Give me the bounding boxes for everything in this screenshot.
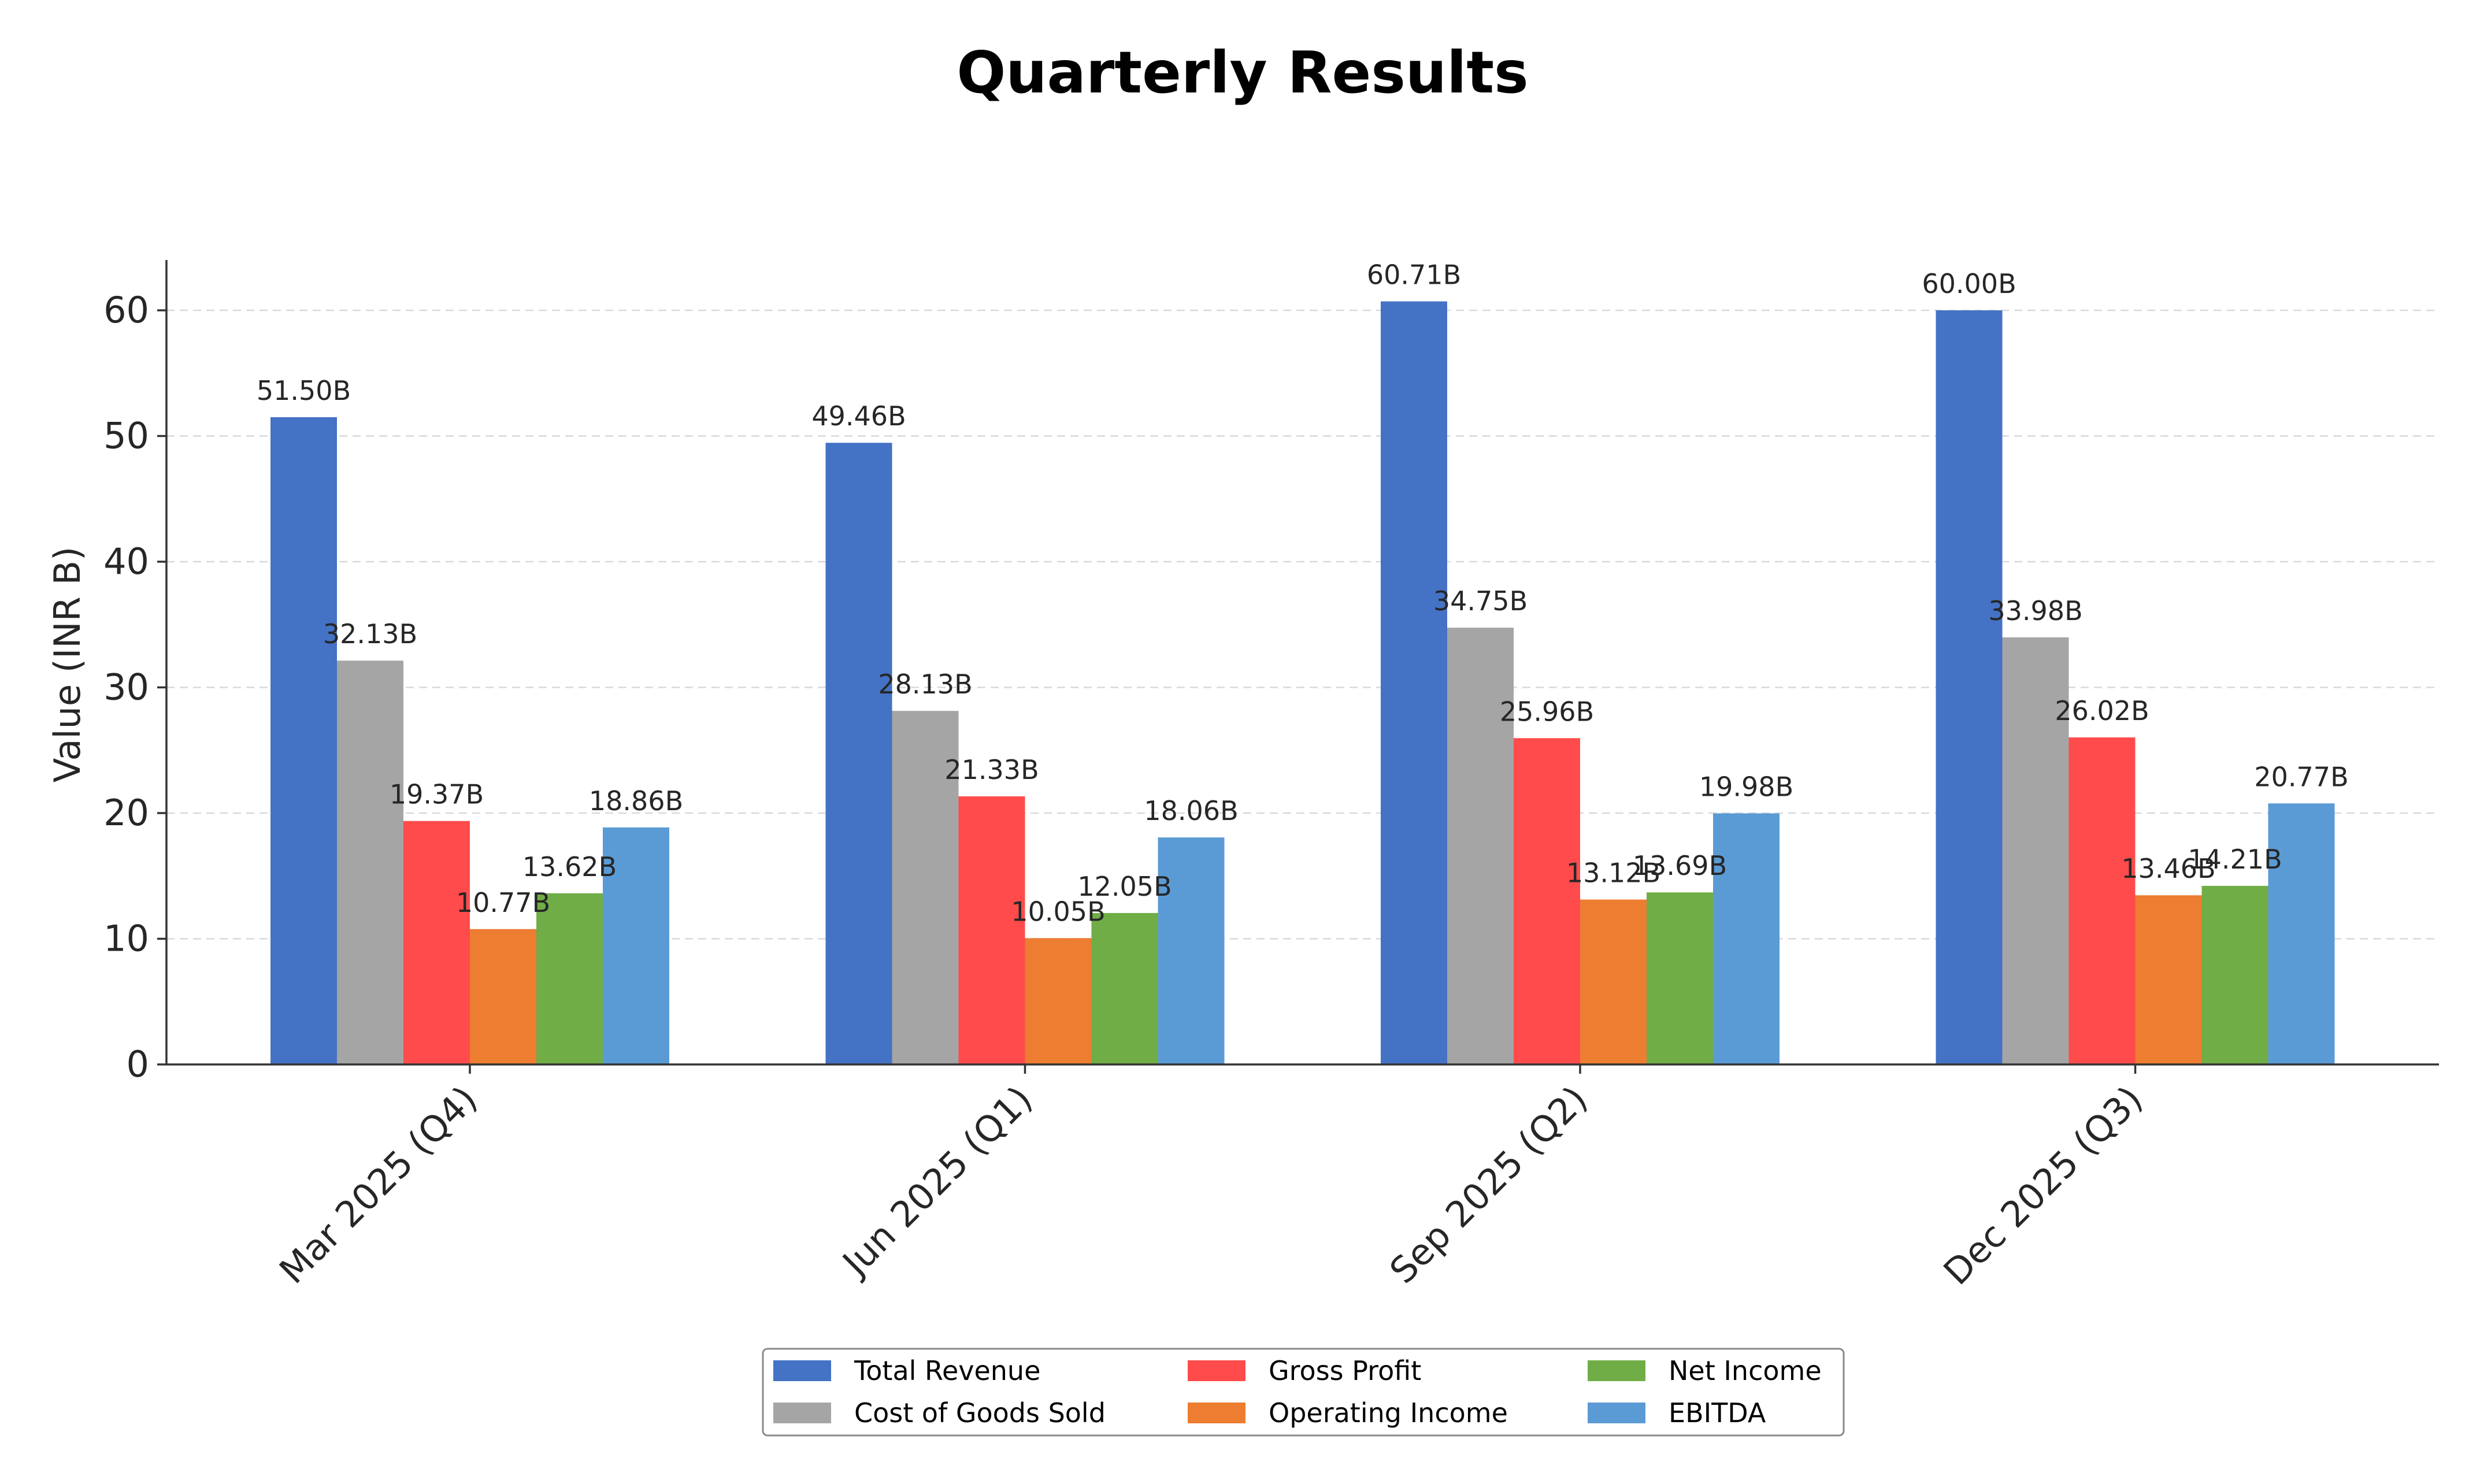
legend-swatch bbox=[1188, 1360, 1245, 1381]
bar-operating-income bbox=[1580, 899, 1647, 1064]
legend-swatch bbox=[1588, 1360, 1645, 1381]
bar-value-label: 49.46B bbox=[811, 400, 906, 432]
legend-label: Operating Income bbox=[1269, 1397, 1508, 1429]
bar-value-label: 12.05B bbox=[1077, 871, 1172, 902]
bar-cost-of-goods-sold bbox=[2002, 637, 2069, 1064]
bar-ebitda bbox=[1713, 813, 1780, 1064]
bar-value-label: 13.12B bbox=[1566, 858, 1660, 889]
bar-net-income bbox=[1091, 912, 1158, 1064]
legend-swatch bbox=[1588, 1403, 1645, 1423]
bar-gross-profit bbox=[958, 796, 1025, 1064]
bar-value-label: 14.21B bbox=[2188, 844, 2282, 875]
legend-label: Total Revenue bbox=[854, 1355, 1040, 1386]
bar-value-label: 21.33B bbox=[944, 754, 1039, 785]
bar-value-label: 13.62B bbox=[522, 851, 617, 882]
bar-gross-profit bbox=[403, 821, 470, 1064]
y-tick-label: 10 bbox=[103, 918, 149, 960]
bar-value-label: 18.06B bbox=[1144, 795, 1238, 826]
bar-cost-of-goods-sold bbox=[892, 711, 959, 1064]
bar-value-label: 51.50B bbox=[257, 375, 351, 406]
bar-total-revenue bbox=[1936, 310, 2003, 1064]
bar-labels: 51.50B 32.13B 19.37B 10.77B 13.62B 18.86B 49.4… bbox=[257, 259, 2349, 928]
bar-operating-income bbox=[470, 929, 536, 1064]
y-axis-label: Value (INR B) bbox=[46, 547, 88, 782]
bar-value-label: 28.13B bbox=[878, 669, 972, 700]
bar-value-label: 13.69B bbox=[1633, 850, 1727, 881]
y-tick-label: 30 bbox=[103, 666, 149, 708]
y-tick-label: 40 bbox=[103, 540, 149, 583]
y-tick-label: 60 bbox=[103, 289, 149, 331]
bar-total-revenue bbox=[270, 417, 337, 1064]
legend-label: Cost of Goods Sold bbox=[854, 1397, 1106, 1429]
bar-value-label: 13.46B bbox=[2121, 853, 2215, 884]
bar-ebitda bbox=[603, 827, 669, 1064]
legend-box bbox=[762, 1348, 1845, 1437]
legend-label: EBITDA bbox=[1669, 1397, 1766, 1429]
bar-value-label: 19.37B bbox=[390, 779, 484, 810]
y-tick-label: 50 bbox=[103, 415, 149, 457]
bar-ebitda bbox=[2268, 803, 2335, 1064]
chart-title: Quarterly Results bbox=[957, 39, 1528, 106]
bar-total-revenue bbox=[1381, 301, 1447, 1064]
bar-cost-of-goods-sold bbox=[1447, 628, 1514, 1064]
legend: Total Revenue Cost of Goods Sold Gross Pro… bbox=[762, 1348, 1845, 1437]
bar-value-label: 18.86B bbox=[589, 785, 683, 817]
bars bbox=[270, 301, 2335, 1064]
bar-operating-income bbox=[2135, 895, 2202, 1064]
bar-value-label: 60.71B bbox=[1367, 259, 1461, 291]
legend-label: Net Income bbox=[1669, 1355, 1822, 1386]
bar-value-label: 60.00B bbox=[1922, 268, 2016, 299]
legend-swatch bbox=[1188, 1403, 1245, 1423]
bar-value-label: 19.98B bbox=[1699, 771, 1793, 802]
bar-cost-of-goods-sold bbox=[337, 661, 403, 1064]
bar-net-income bbox=[1647, 892, 1713, 1064]
bar-value-label: 25.96B bbox=[1500, 696, 1594, 727]
bar-value-label: 33.98B bbox=[1988, 595, 2082, 626]
bar-net-income bbox=[2201, 885, 2268, 1064]
bar-value-label: 10.77B bbox=[456, 887, 550, 918]
bar-value-label: 26.02B bbox=[2055, 695, 2149, 726]
bar-operating-income bbox=[1025, 938, 1092, 1064]
bar-gross-profit bbox=[1514, 738, 1580, 1064]
bar-value-label: 34.75B bbox=[1433, 585, 1528, 617]
legend-swatch bbox=[773, 1403, 831, 1423]
bar-gross-profit bbox=[2068, 737, 2136, 1064]
bar-ebitda bbox=[1158, 837, 1225, 1064]
bar-net-income bbox=[536, 893, 603, 1064]
bar-value-label: 32.13B bbox=[323, 618, 417, 650]
legend-swatch bbox=[773, 1360, 831, 1381]
bar-total-revenue bbox=[825, 443, 892, 1064]
y-tick-label: 0 bbox=[127, 1043, 149, 1085]
bar-value-label: 20.77B bbox=[2254, 761, 2348, 792]
legend-label: Gross Profit bbox=[1269, 1355, 1421, 1386]
bar-value-label: 10.05B bbox=[1011, 896, 1105, 927]
y-tick-label: 20 bbox=[103, 792, 149, 834]
